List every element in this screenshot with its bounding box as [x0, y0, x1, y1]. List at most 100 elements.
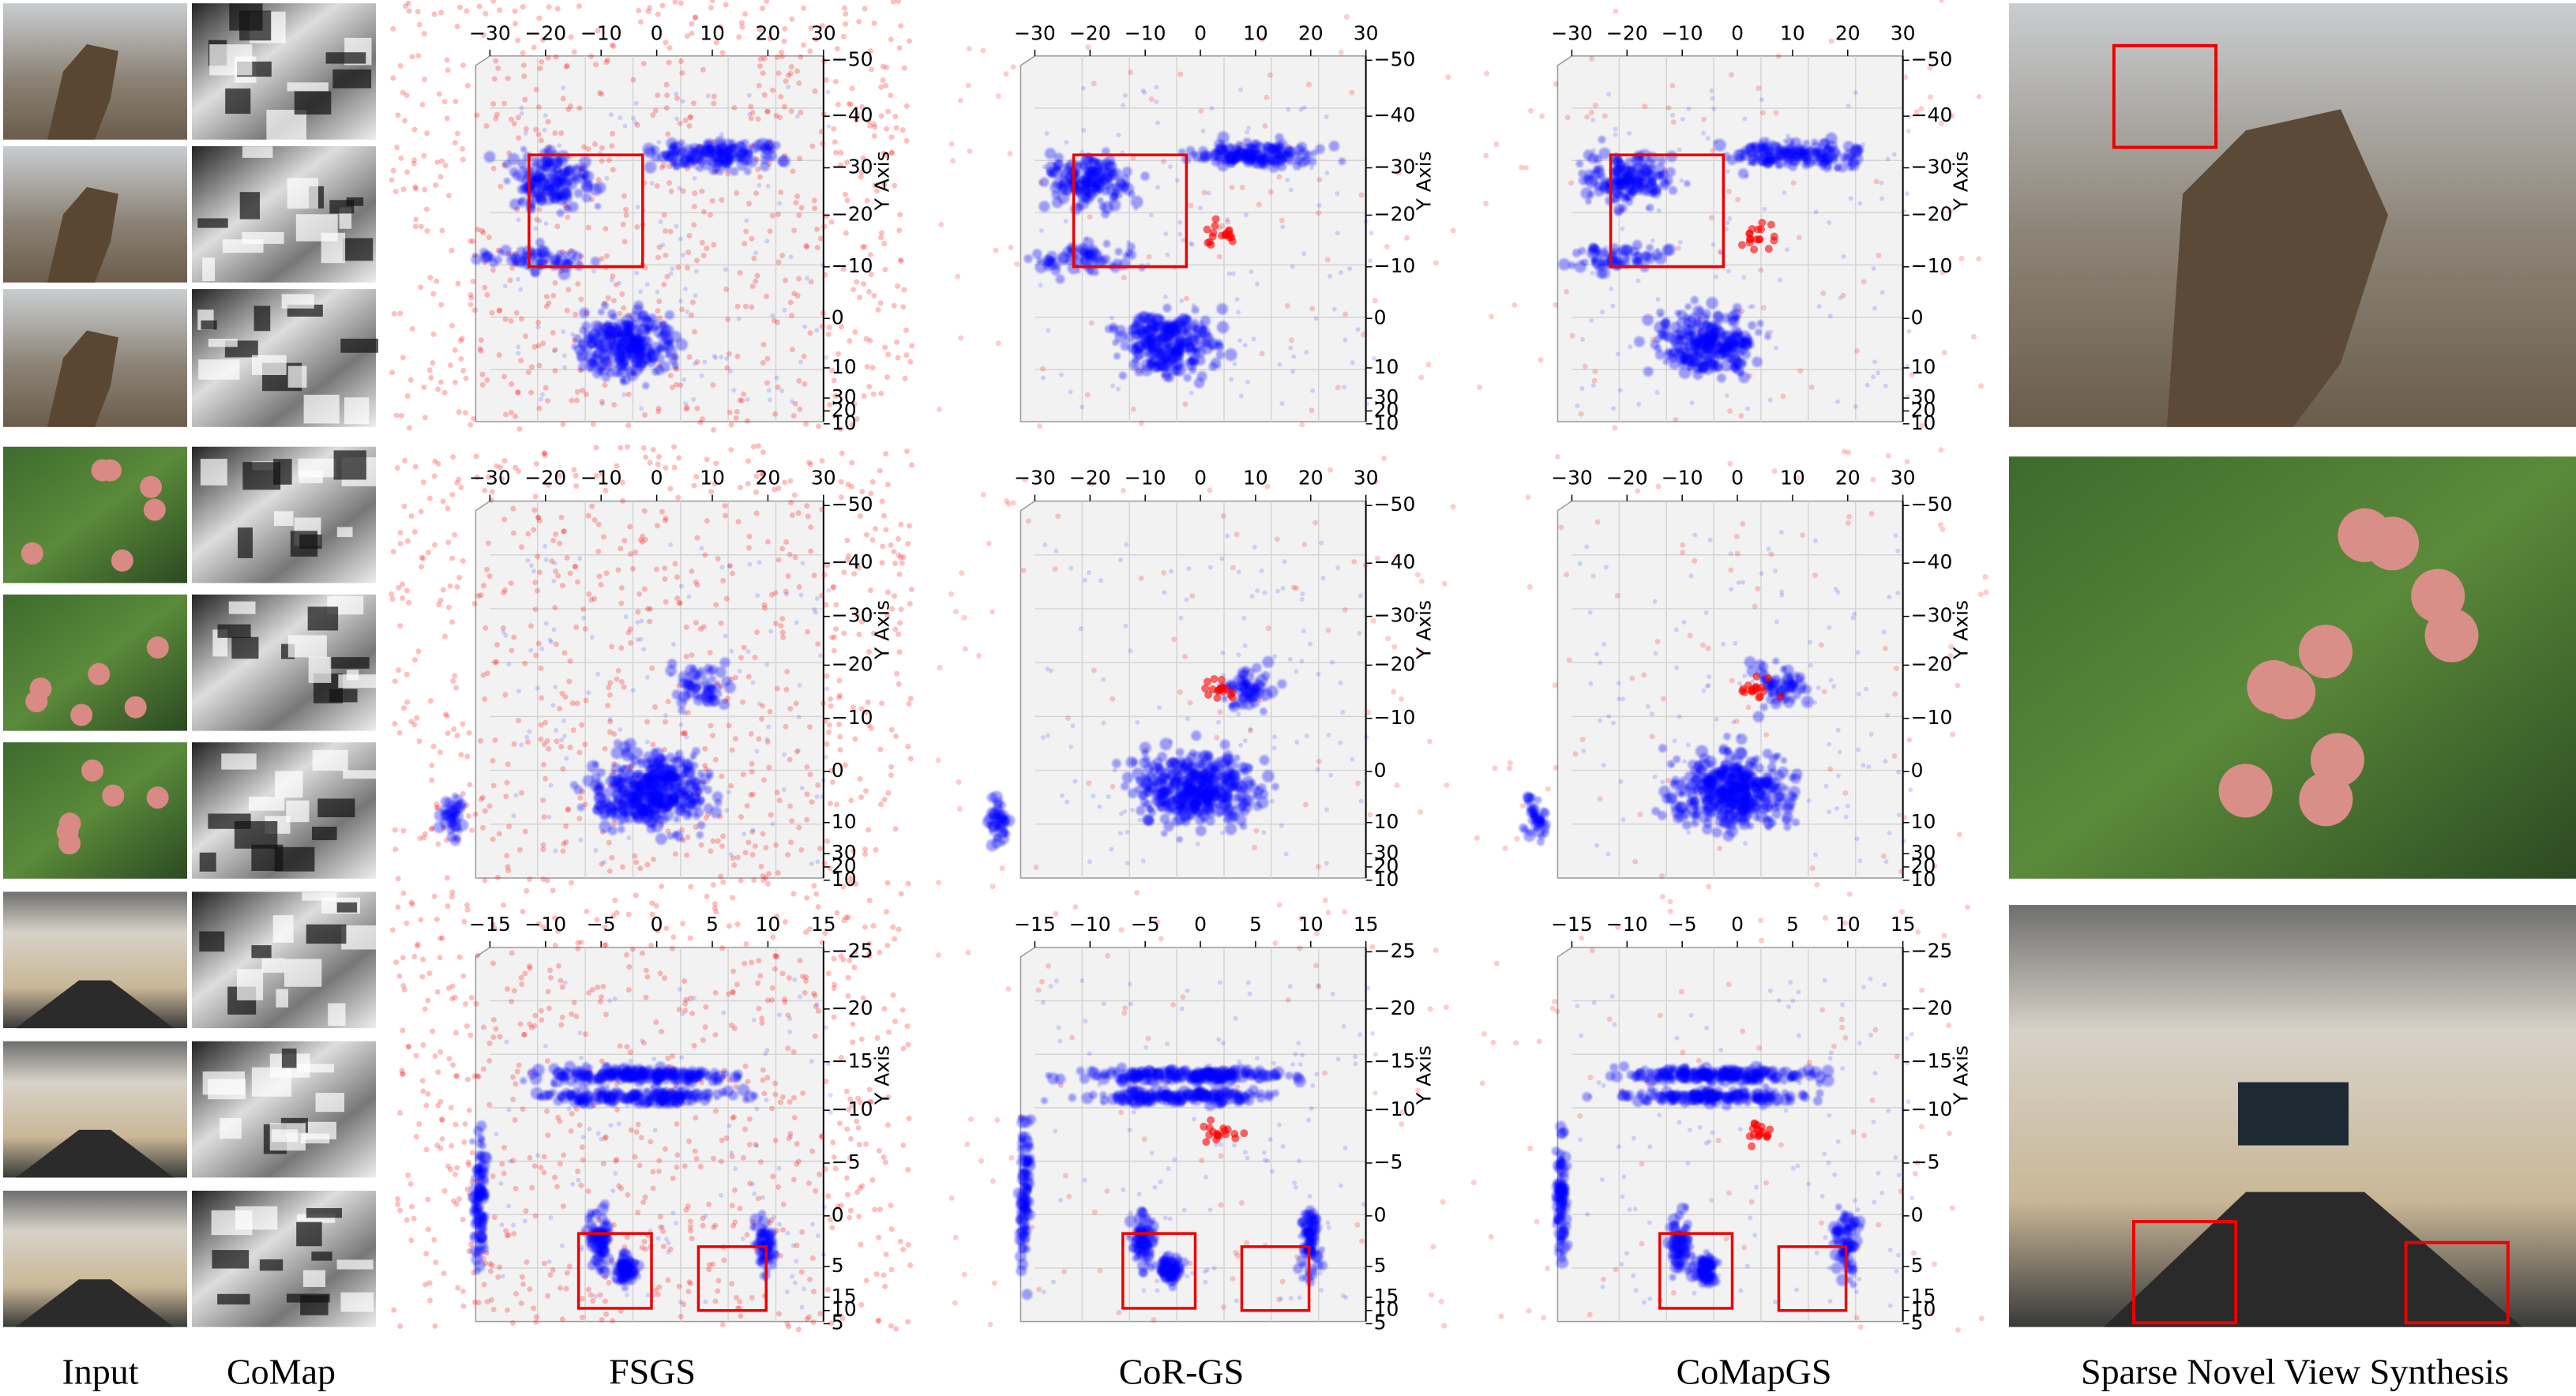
point	[683, 401, 689, 407]
point	[674, 223, 679, 229]
point	[687, 114, 693, 121]
point	[787, 478, 794, 484]
point	[503, 178, 511, 185]
point	[1853, 90, 1858, 96]
comap-detail	[317, 798, 355, 818]
point	[909, 462, 915, 468]
point	[1316, 210, 1322, 216]
comap-detail	[217, 1293, 250, 1305]
point	[543, 557, 549, 562]
point	[798, 110, 804, 116]
point	[1683, 317, 1692, 327]
point	[470, 278, 476, 284]
point	[422, 831, 428, 837]
point	[586, 591, 592, 597]
point	[682, 377, 687, 382]
point	[772, 621, 779, 627]
point	[1111, 193, 1119, 200]
point	[734, 150, 746, 162]
point	[1764, 329, 1770, 335]
point	[520, 251, 529, 261]
point	[699, 416, 705, 422]
comap-detail	[228, 601, 256, 614]
point	[486, 573, 493, 580]
point	[967, 148, 973, 154]
point	[595, 671, 601, 677]
point	[1848, 196, 1853, 201]
point	[1372, 298, 1378, 304]
point	[478, 348, 484, 355]
point	[599, 256, 605, 262]
point	[878, 84, 884, 90]
point	[679, 730, 685, 737]
point	[788, 499, 794, 505]
point	[1324, 171, 1330, 176]
point	[1368, 258, 1373, 264]
y-tick-label: 10	[832, 810, 857, 833]
point	[870, 391, 877, 397]
x-tick-label: −10	[1125, 22, 1166, 45]
point	[609, 42, 615, 48]
point	[605, 702, 611, 708]
point	[408, 512, 415, 519]
point	[802, 324, 808, 329]
point	[1587, 152, 1599, 164]
point	[599, 820, 612, 833]
point	[1327, 273, 1333, 279]
point	[718, 24, 724, 30]
point	[824, 355, 829, 360]
point	[1190, 346, 1198, 354]
point	[965, 82, 971, 88]
point	[956, 805, 963, 812]
point	[1365, 401, 1370, 407]
point	[1269, 157, 1280, 168]
point	[888, 150, 895, 156]
point	[429, 777, 435, 783]
comap-detail	[298, 458, 337, 478]
point	[742, 11, 749, 17]
point	[538, 137, 544, 144]
point	[803, 421, 809, 427]
point	[627, 626, 633, 632]
point	[1151, 347, 1162, 359]
point	[1032, 249, 1042, 259]
point	[567, 179, 573, 185]
point	[449, 835, 461, 846]
point	[1239, 184, 1245, 190]
point	[516, 689, 522, 694]
point	[542, 127, 547, 133]
point	[866, 118, 872, 124]
y-tick-label: −10	[1374, 254, 1416, 277]
point	[660, 242, 666, 248]
point	[726, 351, 732, 357]
point	[938, 221, 944, 227]
point	[678, 306, 685, 313]
point	[484, 292, 490, 298]
point	[789, 818, 795, 824]
point	[539, 396, 544, 402]
point	[515, 37, 521, 43]
point	[688, 312, 694, 318]
point	[720, 577, 727, 584]
point	[1288, 345, 1294, 351]
point	[1782, 190, 1787, 195]
point	[1089, 165, 1098, 174]
point	[1355, 327, 1361, 332]
point	[1669, 358, 1680, 370]
point	[900, 304, 907, 310]
point	[844, 537, 851, 543]
point	[783, 723, 789, 730]
comap-detail	[328, 1003, 346, 1026]
point	[637, 19, 644, 25]
comap-detail	[306, 924, 347, 944]
point	[1904, 191, 1909, 197]
point	[699, 373, 704, 378]
point	[471, 415, 477, 422]
point	[1850, 144, 1863, 157]
point	[739, 24, 745, 30]
point	[540, 797, 546, 803]
point	[783, 78, 789, 84]
point	[577, 340, 587, 348]
point	[471, 253, 483, 265]
point	[650, 856, 656, 862]
